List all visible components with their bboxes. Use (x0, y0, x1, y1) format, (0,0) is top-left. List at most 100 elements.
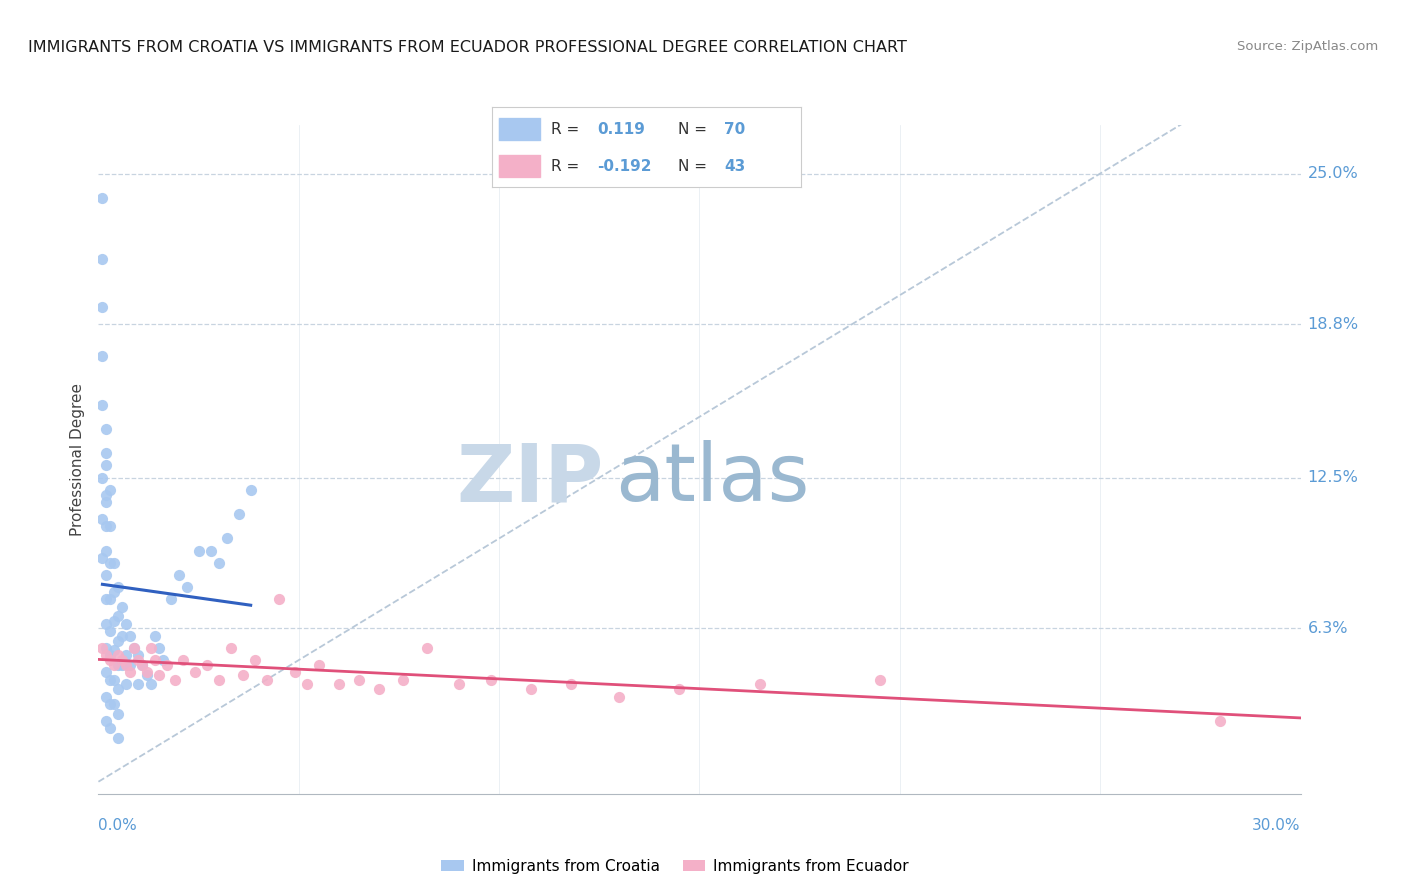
Point (91, 512, 114, 526)
Point (107, 609, 129, 624)
Point (115, 648, 138, 663)
Text: ZIP: ZIP (456, 441, 603, 518)
Point (107, 648, 129, 663)
Text: 12.5%: 12.5% (1308, 470, 1358, 485)
Point (416, 640, 439, 655)
Point (869, 673, 891, 687)
Point (96, 446, 118, 460)
Point (103, 697, 125, 711)
Point (124, 640, 146, 655)
Text: 18.8%: 18.8% (1308, 317, 1358, 332)
Point (96, 648, 118, 663)
Point (284, 665, 307, 680)
Point (103, 614, 125, 628)
Point (347, 673, 370, 687)
Point (131, 657, 153, 672)
Point (163, 673, 186, 687)
Point (107, 682, 129, 697)
Text: 0.119: 0.119 (598, 122, 645, 137)
Legend: Immigrants from Croatia, Immigrants from Ecuador: Immigrants from Croatia, Immigrants from… (434, 853, 915, 880)
Point (111, 653, 134, 667)
Point (107, 633, 129, 648)
Point (128, 653, 150, 667)
Point (668, 682, 690, 697)
Point (96, 568, 118, 582)
Point (195, 657, 218, 672)
Point (267, 592, 290, 607)
Text: -0.192: -0.192 (598, 159, 652, 174)
Point (100, 697, 122, 711)
Point (131, 657, 153, 672)
Point (103, 643, 125, 657)
Text: 0.0%: 0.0% (98, 818, 138, 832)
Point (100, 721, 122, 735)
Point (308, 657, 330, 672)
Point (148, 640, 170, 655)
Text: 43: 43 (724, 159, 745, 174)
Point (103, 585, 125, 599)
Text: 6.3%: 6.3% (1308, 621, 1348, 636)
Point (100, 519, 122, 533)
Point (256, 673, 278, 687)
Point (96, 714, 118, 728)
Point (91, 191, 114, 205)
Point (107, 731, 129, 745)
Point (239, 483, 262, 497)
Point (1209, 714, 1232, 728)
Point (167, 568, 190, 582)
Point (91, 252, 114, 266)
Point (368, 682, 391, 697)
Point (328, 677, 350, 691)
Text: 70: 70 (724, 122, 745, 137)
Point (135, 665, 157, 680)
Point (139, 640, 162, 655)
Point (96, 495, 118, 509)
Point (115, 657, 138, 672)
Point (155, 657, 177, 672)
Point (100, 648, 122, 663)
Point (96, 665, 118, 680)
Point (447, 677, 470, 691)
Point (100, 556, 122, 570)
Point (103, 657, 125, 672)
Point (91, 301, 114, 315)
Text: Source: ZipAtlas.com: Source: ZipAtlas.com (1237, 40, 1378, 54)
Point (107, 580, 129, 594)
Point (143, 653, 166, 667)
Point (135, 667, 157, 681)
Point (103, 673, 125, 687)
Text: 30.0%: 30.0% (1253, 818, 1301, 832)
Point (107, 706, 129, 721)
Point (100, 624, 122, 638)
Point (243, 653, 266, 667)
Point (91, 349, 114, 363)
Point (159, 592, 181, 607)
Point (128, 648, 150, 663)
Point (96, 458, 118, 473)
Point (187, 543, 209, 558)
Point (609, 690, 631, 704)
Point (100, 592, 122, 607)
Point (748, 677, 770, 691)
Text: 25.0%: 25.0% (1308, 166, 1358, 181)
Point (200, 543, 222, 558)
Point (96, 488, 118, 502)
Point (96, 422, 118, 436)
Text: IMMIGRANTS FROM CROATIA VS IMMIGRANTS FROM ECUADOR PROFESSIONAL DEGREE CORRELATI: IMMIGRANTS FROM CROATIA VS IMMIGRANTS FR… (28, 40, 907, 55)
Point (176, 580, 198, 594)
Point (96, 616, 118, 631)
Point (96, 543, 118, 558)
Text: N =: N = (678, 122, 711, 137)
Point (107, 657, 129, 672)
Point (111, 599, 134, 614)
Point (208, 673, 231, 687)
Point (96, 640, 118, 655)
Point (143, 629, 166, 643)
Point (111, 657, 134, 672)
Point (139, 677, 162, 691)
Point (91, 470, 114, 484)
Point (91, 398, 114, 412)
Point (120, 665, 142, 680)
Point (128, 677, 150, 691)
Point (172, 653, 194, 667)
